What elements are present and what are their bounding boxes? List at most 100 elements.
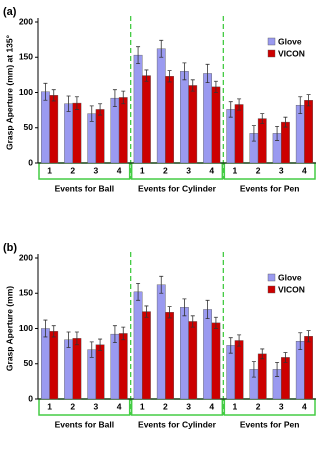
error-bar [283, 352, 288, 363]
y-tick-label: 150 [19, 52, 33, 62]
error-bar [144, 69, 149, 82]
error-bar [167, 306, 172, 319]
bar [72, 338, 82, 400]
x-tick-label: 3 [186, 165, 191, 175]
y-tick-label: 150 [19, 288, 33, 298]
bar [234, 104, 244, 164]
error-bar [228, 337, 233, 354]
error-bar [298, 332, 303, 351]
error-bar [205, 63, 210, 84]
error-bar [237, 334, 242, 347]
x-tick-label: 1 [47, 401, 52, 411]
error-bar [136, 46, 141, 64]
y-tick-label: 200 [19, 252, 33, 262]
panel-label: (a) [3, 6, 17, 18]
bar [165, 76, 174, 164]
bar [142, 311, 151, 400]
legend-swatch [267, 285, 276, 294]
y-tick-label: 0 [28, 157, 33, 167]
x-tick-label: 4 [117, 165, 122, 175]
x-tick-label: 1 [47, 165, 52, 175]
error-bar [159, 39, 164, 58]
bar [203, 309, 212, 400]
bar [118, 97, 128, 164]
error-bar [112, 89, 117, 107]
error-bar [251, 125, 256, 142]
error-bar [182, 62, 187, 81]
bar [41, 328, 50, 400]
bar [188, 85, 198, 164]
error-bar [306, 94, 311, 107]
error-bar [144, 305, 149, 318]
bar [281, 121, 290, 164]
error-bar [51, 325, 56, 338]
x-tick-label: 2 [256, 165, 261, 175]
x-tick-label: 4 [209, 401, 214, 411]
group-label: Events for Pen [240, 419, 300, 429]
error-bar [112, 325, 117, 343]
x-tick-label: 1 [140, 165, 145, 175]
group-label: Events for Ball [55, 419, 115, 429]
group-label: Events for Cylinder [138, 419, 217, 429]
bar [49, 331, 59, 400]
bar [156, 284, 166, 400]
x-tick-label: 3 [279, 401, 284, 411]
x-tick-label: 2 [163, 401, 168, 411]
x-tick-label: 2 [163, 165, 168, 175]
group-label: Events for Cylinder [138, 183, 217, 193]
error-bar [275, 361, 280, 377]
error-bar [190, 315, 195, 328]
error-bar [98, 103, 103, 116]
y-tick-label: 0 [28, 393, 33, 403]
bar [203, 73, 212, 164]
bar [180, 71, 189, 164]
bar [72, 102, 82, 164]
bar [156, 48, 166, 164]
legend-label: Glove [278, 272, 302, 282]
error-bar [182, 298, 187, 317]
y-axis-label: Grasp Aperture (mm) at 135° [4, 34, 14, 150]
bar [118, 333, 128, 400]
error-bar [89, 341, 94, 358]
error-bar [306, 330, 311, 343]
x-tick-label: 4 [117, 401, 122, 411]
error-bar [228, 101, 233, 118]
bar [304, 336, 313, 400]
y-axis-label: Grasp Aperture (mm) [4, 286, 14, 371]
bar [95, 344, 105, 400]
x-tick-label: 2 [70, 401, 75, 411]
bar [41, 91, 50, 164]
bar [142, 75, 151, 164]
bar [133, 54, 143, 164]
x-tick-label: 3 [279, 165, 284, 175]
bar [133, 291, 143, 400]
y-tick-label: 50 [24, 358, 34, 368]
bar [211, 322, 221, 400]
error-bar [89, 105, 94, 122]
group-label: Events for Pen [240, 183, 300, 193]
error-bar [275, 125, 280, 141]
bar [64, 339, 73, 400]
error-bar [66, 95, 71, 112]
bar [180, 307, 189, 400]
error-bar [98, 338, 103, 351]
y-tick-label: 200 [19, 16, 33, 26]
error-bar [167, 70, 172, 83]
error-bar [43, 82, 48, 101]
error-bar [213, 316, 218, 329]
error-bar [213, 80, 218, 93]
bar [64, 103, 73, 164]
x-tick-label: 2 [256, 401, 261, 411]
error-bar [74, 96, 79, 110]
bar [257, 353, 267, 400]
bar [110, 97, 120, 164]
error-bar [251, 361, 256, 378]
group-label: Events for Ball [55, 183, 115, 193]
y-tick-label: 50 [24, 122, 34, 132]
error-bar [190, 79, 195, 92]
bar [110, 333, 120, 400]
error-bar [159, 275, 164, 294]
bar [95, 109, 105, 164]
legend-label: VICON [278, 48, 305, 58]
